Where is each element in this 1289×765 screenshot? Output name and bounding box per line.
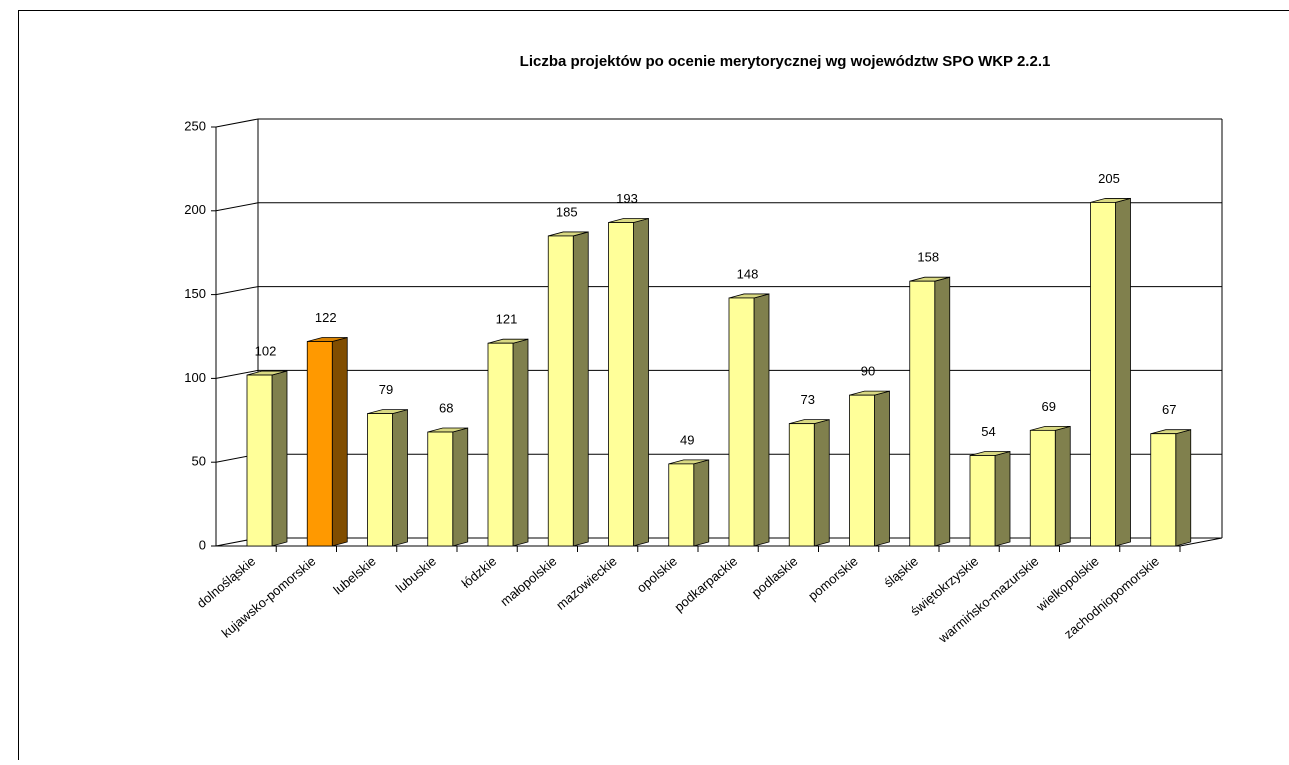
bar: [1151, 434, 1176, 546]
bar: [910, 281, 935, 546]
bar-side: [393, 410, 408, 546]
bar: [609, 223, 634, 546]
data-label: 102: [255, 343, 277, 358]
bar: [850, 395, 875, 546]
bar-side: [1055, 426, 1070, 546]
chart-title: Liczba projektów po ocenie merytorycznej…: [520, 53, 1051, 70]
bar: [247, 375, 272, 546]
data-label: 122: [315, 310, 337, 325]
bar: [970, 455, 995, 546]
bar: [789, 424, 814, 546]
data-label: 79: [379, 382, 393, 397]
bar-side: [272, 371, 287, 546]
y-tick-label: 100: [184, 370, 206, 385]
y-tick-label: 50: [192, 454, 206, 469]
y-tick-label: 250: [184, 118, 206, 133]
data-label: 73: [801, 392, 815, 407]
bar-side: [453, 428, 468, 546]
data-label: 69: [1042, 399, 1056, 414]
data-label: 185: [556, 204, 578, 219]
bar: [1030, 430, 1055, 546]
bar-side: [332, 338, 347, 546]
bar: [548, 236, 573, 546]
y-tick-label: 200: [184, 202, 206, 217]
bar-side: [754, 294, 769, 546]
bar-side: [814, 420, 829, 546]
data-label: 121: [496, 312, 518, 327]
bar-side: [875, 391, 890, 546]
bar: [669, 464, 694, 546]
bar: [488, 343, 513, 546]
data-label: 67: [1162, 402, 1176, 417]
data-label: 90: [861, 364, 875, 379]
y-tick-label: 0: [199, 537, 206, 552]
data-label: 158: [917, 250, 939, 265]
bar: [729, 298, 754, 546]
bar-side: [1116, 198, 1131, 546]
bar-side: [935, 277, 950, 546]
bar-side: [995, 451, 1010, 546]
bar: [307, 342, 332, 546]
bar: [1091, 202, 1116, 546]
data-label: 148: [737, 266, 759, 281]
bar-side: [513, 339, 528, 546]
bar-side: [634, 219, 649, 546]
data-label: 205: [1098, 171, 1120, 186]
bar-side: [1176, 430, 1191, 546]
y-tick-label: 150: [184, 286, 206, 301]
data-label: 193: [616, 191, 638, 206]
bar-side: [694, 460, 709, 546]
data-label: 49: [680, 432, 694, 447]
data-label: 68: [439, 400, 453, 415]
bar: [368, 414, 393, 546]
bar-side: [573, 232, 588, 546]
data-label: 54: [981, 424, 995, 439]
bar: [428, 432, 453, 546]
